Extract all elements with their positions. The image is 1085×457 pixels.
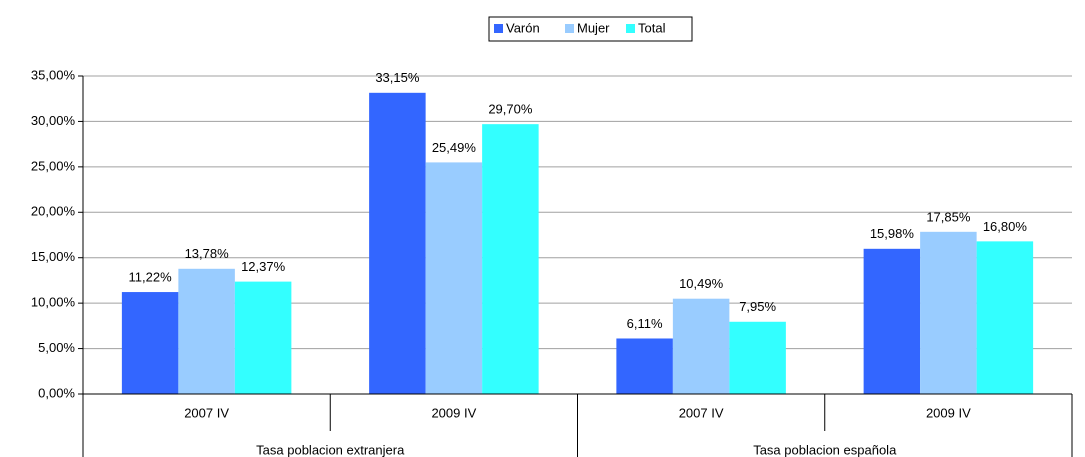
bar xyxy=(369,92,426,395)
value-label: 12,37% xyxy=(241,259,286,274)
x-tick-label: 2009 IV xyxy=(431,405,476,420)
value-label: 10,49% xyxy=(679,276,724,291)
bar xyxy=(672,298,730,394)
value-label: 29,70% xyxy=(488,102,533,117)
y-tick-label: 35,00% xyxy=(31,67,76,82)
value-label: 11,22% xyxy=(129,269,173,284)
bar xyxy=(121,292,179,394)
x-tick-label: 2007 IV xyxy=(184,405,229,420)
value-label: 33,15% xyxy=(375,70,420,85)
bar xyxy=(425,162,483,394)
legend-box xyxy=(488,16,693,42)
value-label: 25,49% xyxy=(432,140,477,155)
value-label: 7,95% xyxy=(739,299,776,314)
bar xyxy=(178,268,235,394)
y-tick-label: 0,00% xyxy=(38,385,75,400)
y-tick-label: 15,00% xyxy=(31,249,76,264)
value-label: 6,11% xyxy=(627,316,663,331)
legend-label: Varón xyxy=(506,20,540,35)
value-label: 16,80% xyxy=(983,219,1028,234)
legend-swatch xyxy=(626,24,635,33)
y-tick-label: 5,00% xyxy=(38,340,75,355)
y-tick-label: 30,00% xyxy=(31,113,76,128)
group-label: Tasa poblacion española xyxy=(753,442,897,457)
bar xyxy=(482,124,539,394)
legend-swatch xyxy=(494,24,503,33)
bar xyxy=(863,248,921,394)
bar xyxy=(729,321,786,394)
value-label: 17,85% xyxy=(926,209,971,224)
value-label: 13,78% xyxy=(185,246,230,261)
x-tick-label: 2007 IV xyxy=(679,405,724,420)
bar xyxy=(616,338,673,394)
legend-label: Mujer xyxy=(577,20,610,35)
y-tick-label: 25,00% xyxy=(31,158,76,173)
y-tick-label: 10,00% xyxy=(31,295,76,310)
bar xyxy=(234,281,292,394)
legend-swatch xyxy=(565,24,574,33)
bar xyxy=(920,231,977,394)
x-tick-label: 2009 IV xyxy=(926,405,971,420)
value-label: 15,98% xyxy=(870,226,915,241)
group-label: Tasa poblacion extranjera xyxy=(256,442,405,457)
legend-label: Total xyxy=(638,20,666,35)
bar xyxy=(976,241,1034,394)
y-tick-label: 20,00% xyxy=(31,204,76,219)
